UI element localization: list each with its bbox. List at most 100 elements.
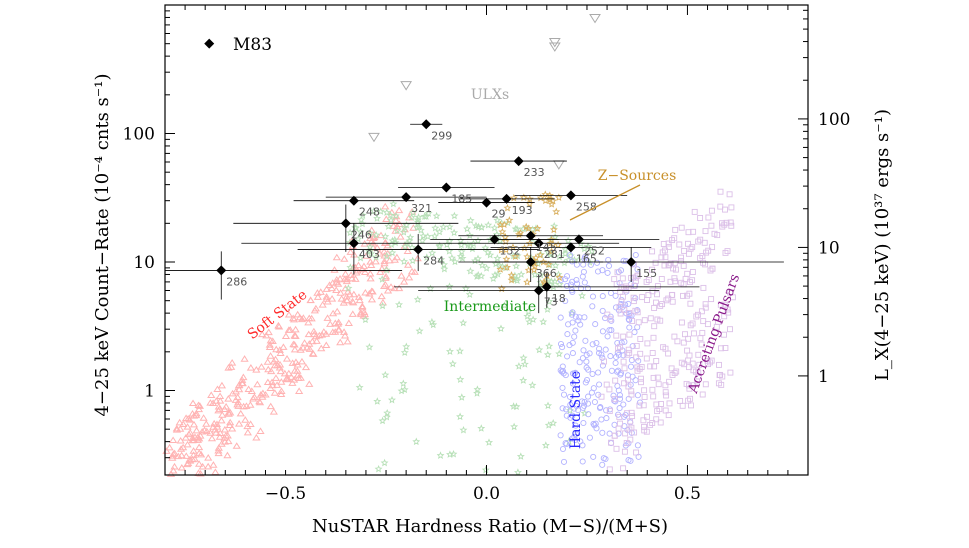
z-source-point	[541, 190, 550, 198]
accreting-pulsar-point	[684, 270, 691, 277]
intermediate-point	[466, 267, 475, 275]
accreting-pulsar-point	[621, 307, 628, 313]
soft-state-point	[246, 401, 255, 408]
soft-state-point	[204, 454, 213, 461]
soft-state-point	[298, 344, 308, 351]
accreting-pulsar-point	[689, 360, 696, 367]
accreting-pulsar-point	[638, 364, 645, 370]
intermediate-point	[449, 449, 458, 458]
accreting-pulsar-point	[614, 269, 621, 276]
intermediate-point	[491, 270, 500, 279]
soft-state-point	[277, 390, 286, 397]
soft-state-point	[226, 408, 235, 416]
accreting-pulsar-point	[682, 331, 688, 338]
intermediate-point	[529, 315, 538, 324]
intermediate-point	[473, 254, 482, 263]
intermediate-point	[459, 426, 468, 434]
soft-state-point	[343, 337, 352, 345]
soft-state-point	[300, 339, 309, 346]
intermediate-point	[450, 257, 459, 266]
ulx-point	[589, 13, 601, 24]
soft-state-point	[194, 405, 204, 413]
intermediate-point	[493, 270, 502, 278]
accreting-pulsar-point	[652, 259, 659, 266]
hard-state-point	[569, 339, 576, 346]
soft-state-point	[358, 302, 367, 310]
intermediate-point	[519, 353, 528, 362]
intermediate-point	[399, 228, 408, 236]
z-source-point	[552, 207, 561, 216]
hard-state-point	[608, 327, 615, 334]
soft-state-point	[410, 268, 419, 275]
soft-state-point	[204, 462, 213, 470]
hard-state-point	[562, 297, 569, 305]
soft-state-point	[366, 258, 375, 265]
soft-state-point	[198, 462, 207, 470]
source-marker	[413, 244, 424, 255]
hard-state-point	[598, 351, 605, 358]
soft-state-point	[209, 461, 218, 468]
soft-state-point	[277, 378, 286, 385]
accreting-pulsar-point	[685, 335, 692, 342]
soft-state-point	[270, 361, 280, 369]
intermediate-point	[514, 468, 522, 476]
source-label: 252	[584, 244, 605, 257]
accreting-pulsar-point	[680, 339, 687, 346]
soft-state-point	[383, 286, 393, 294]
intermediate-point	[496, 324, 505, 332]
soft-state-point	[327, 284, 336, 292]
soft-state-point	[287, 373, 296, 380]
accreting-pulsar-point	[686, 385, 693, 392]
intermediate-point	[456, 236, 465, 245]
accreting-pulsar-point	[630, 294, 637, 301]
soft-state-point	[344, 319, 353, 326]
accreting-pulsar-point	[709, 244, 716, 251]
accreting-pulsar-point	[718, 345, 724, 352]
accreting-pulsar-point	[649, 350, 656, 356]
accreting-pulsar-point	[678, 254, 684, 261]
region-label-accreting-pulsars: Accreting Pulsars	[685, 272, 743, 396]
intermediate-point	[457, 240, 466, 249]
intermediate-point	[382, 251, 391, 260]
z-source-point	[540, 277, 549, 286]
y2-tick-label: 1	[818, 367, 829, 387]
source-marker	[565, 190, 576, 201]
hard-state-point	[569, 435, 576, 442]
intermediate-point	[523, 312, 532, 320]
accreting-pulsar-point	[641, 317, 648, 324]
soft-state-point	[382, 215, 391, 222]
intermediate-point	[378, 416, 387, 425]
hard-state-point	[603, 407, 610, 414]
accreting-pulsar-point	[666, 378, 673, 385]
intermediate-point	[455, 346, 464, 355]
soft-state-point	[317, 344, 326, 352]
hard-state-point	[591, 398, 598, 406]
hard-state-point	[629, 373, 636, 380]
soft-state-point	[224, 410, 233, 417]
soft-state-point	[306, 296, 315, 304]
soft-state-point	[310, 330, 319, 338]
hard-state-point	[583, 364, 590, 371]
intermediate-point	[519, 376, 528, 384]
soft-state-point	[284, 310, 294, 318]
accreting-pulsar-point	[625, 376, 631, 383]
soft-state-point	[199, 414, 208, 421]
intermediate-point	[489, 274, 498, 283]
hard-state-point	[583, 351, 590, 359]
soft-state-point	[304, 318, 313, 326]
hard-state-point	[563, 282, 570, 290]
accreting-pulsar-point	[704, 321, 711, 328]
intermediate-point	[493, 216, 502, 224]
accreting-pulsar-point	[686, 352, 693, 359]
hard-state-point	[559, 445, 567, 453]
hard-state-point	[616, 405, 623, 412]
soft-state-point	[183, 423, 192, 430]
accreting-pulsar-point	[611, 276, 618, 283]
hard-state-point	[572, 430, 579, 437]
accreting-pulsar-point	[708, 357, 715, 364]
soft-state-point	[330, 266, 339, 273]
soft-state-point	[385, 256, 394, 264]
accreting-pulsar-point	[649, 386, 656, 393]
hard-state-point	[580, 419, 587, 427]
soft-state-point	[233, 393, 242, 401]
